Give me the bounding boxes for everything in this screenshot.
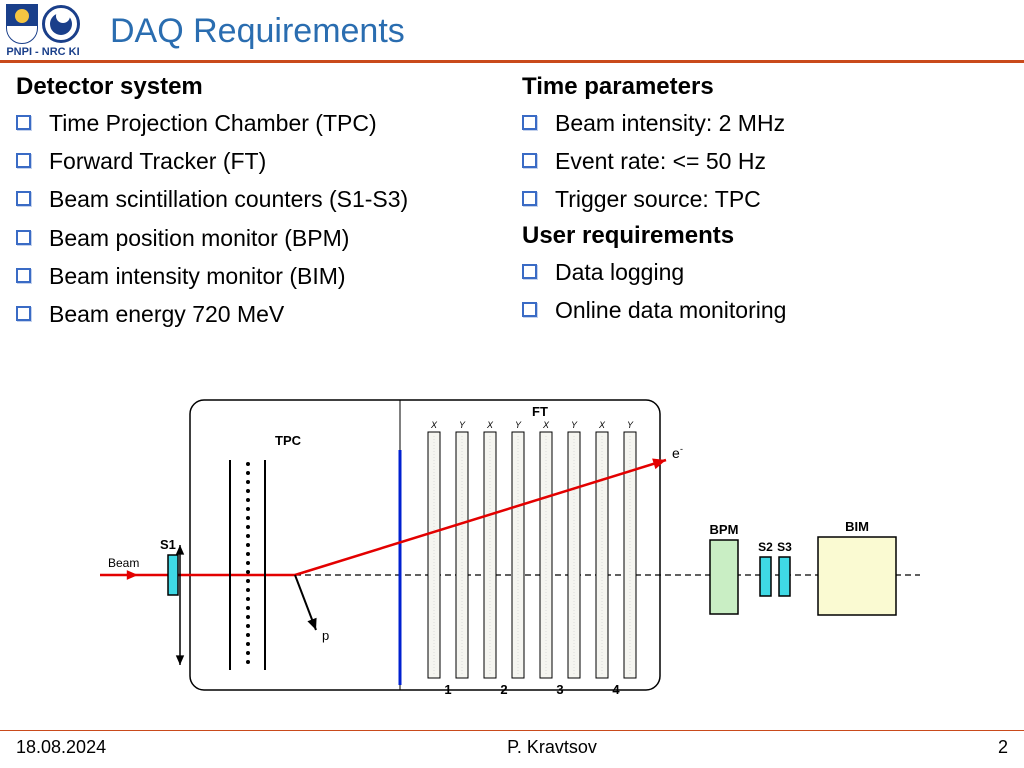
svg-text:BIM: BIM — [845, 519, 869, 534]
bullet-icon — [522, 115, 537, 130]
svg-text:BPM: BPM — [710, 522, 739, 537]
svg-text:Y: Y — [515, 420, 522, 430]
list-item-label: Beam position monitor (BPM) — [49, 222, 349, 254]
list-item-label: Event rate: <= 50 Hz — [555, 145, 766, 177]
footer-author: P. Kravtsov — [507, 737, 597, 758]
svg-text:p: p — [322, 628, 329, 643]
svg-text:4: 4 — [612, 682, 620, 697]
svg-text:TPC: TPC — [275, 433, 302, 448]
bullet-icon — [16, 230, 31, 245]
svg-text:FT: FT — [532, 404, 548, 419]
bullet-icon — [16, 268, 31, 283]
svg-text:1: 1 — [444, 682, 451, 697]
shield-icon — [6, 4, 38, 44]
svg-text:X: X — [486, 420, 494, 430]
diagram-svg: Beam S1 TPC X Y X Y X Y X Y 1 2 3 4 FT e- p BPM S2 S3 BIM — [100, 390, 920, 710]
svg-text:X: X — [430, 420, 438, 430]
list-item: Event rate: <= 50 Hz — [522, 145, 1008, 177]
list-item: Forward Tracker (FT) — [16, 145, 502, 177]
bullet-icon — [16, 306, 31, 321]
list-item-label: Forward Tracker (FT) — [49, 145, 266, 177]
list-item: Online data monitoring — [522, 294, 1008, 326]
detector-diagram: Beam S1 TPC X Y X Y X Y X Y 1 2 3 4 FT e- p BPM S2 S3 BIM — [100, 390, 920, 710]
list-item: Beam energy 720 MeV — [16, 298, 502, 330]
list-item-label: Beam intensity monitor (BIM) — [49, 260, 346, 292]
svg-text:Y: Y — [459, 420, 466, 430]
footer-page: 2 — [998, 737, 1008, 758]
page-title: DAQ Requirements — [110, 12, 405, 51]
svg-text:-: - — [680, 444, 683, 454]
time-params-list: Beam intensity: 2 MHz Event rate: <= 50 … — [522, 107, 1008, 216]
bullet-icon — [16, 191, 31, 206]
user-req-list: Data logging Online data monitoring — [522, 256, 1008, 326]
slide-footer: 18.08.2024 P. Kravtsov 2 — [0, 730, 1024, 768]
circle-logo-icon — [42, 5, 80, 43]
bullet-icon — [522, 264, 537, 279]
slide-header: PNPI - NRC KI DAQ Requirements — [0, 0, 1024, 58]
bullet-icon — [522, 153, 537, 168]
svg-text:X: X — [542, 420, 550, 430]
bullet-icon — [16, 115, 31, 130]
list-item: Beam position monitor (BPM) — [16, 222, 502, 254]
svg-text:3: 3 — [556, 682, 563, 697]
list-item: Data logging — [522, 256, 1008, 288]
svg-text:S1: S1 — [160, 537, 176, 552]
content-columns: Detector system Time Projection Chamber … — [0, 63, 1024, 336]
svg-text:Y: Y — [571, 420, 578, 430]
left-column: Detector system Time Projection Chamber … — [16, 73, 502, 336]
list-item-label: Beam scintillation counters (S1-S3) — [49, 183, 408, 215]
svg-text:2: 2 — [500, 682, 507, 697]
list-item: Beam intensity monitor (BIM) — [16, 260, 502, 292]
svg-text:S3: S3 — [777, 540, 792, 554]
svg-text:X: X — [598, 420, 606, 430]
list-item: Trigger source: TPC — [522, 183, 1008, 215]
list-item-label: Beam intensity: 2 MHz — [555, 107, 785, 139]
svg-text:e: e — [672, 445, 680, 461]
time-params-heading: Time parameters — [522, 73, 1008, 101]
list-item-label: Data logging — [555, 256, 684, 288]
detector-list: Time Projection Chamber (TPC) Forward Tr… — [16, 107, 502, 330]
org-logo: PNPI - NRC KI — [6, 4, 80, 58]
list-item: Time Projection Chamber (TPC) — [16, 107, 502, 139]
list-item: Beam intensity: 2 MHz — [522, 107, 1008, 139]
detector-heading: Detector system — [16, 73, 502, 101]
svg-text:S2: S2 — [758, 540, 773, 554]
list-item-label: Online data monitoring — [555, 294, 786, 326]
right-column: Time parameters Beam intensity: 2 MHz Ev… — [522, 73, 1008, 336]
user-req-heading: User requirements — [522, 222, 1008, 250]
bullet-icon — [522, 302, 537, 317]
list-item-label: Beam energy 720 MeV — [49, 298, 284, 330]
svg-text:Y: Y — [627, 420, 634, 430]
bullet-icon — [522, 191, 537, 206]
list-item: Beam scintillation counters (S1-S3) — [16, 183, 502, 215]
footer-date: 18.08.2024 — [16, 737, 106, 758]
logo-caption: PNPI - NRC KI — [6, 46, 79, 58]
svg-text:Beam: Beam — [108, 556, 139, 570]
list-item-label: Time Projection Chamber (TPC) — [49, 107, 377, 139]
bullet-icon — [16, 153, 31, 168]
list-item-label: Trigger source: TPC — [555, 183, 761, 215]
